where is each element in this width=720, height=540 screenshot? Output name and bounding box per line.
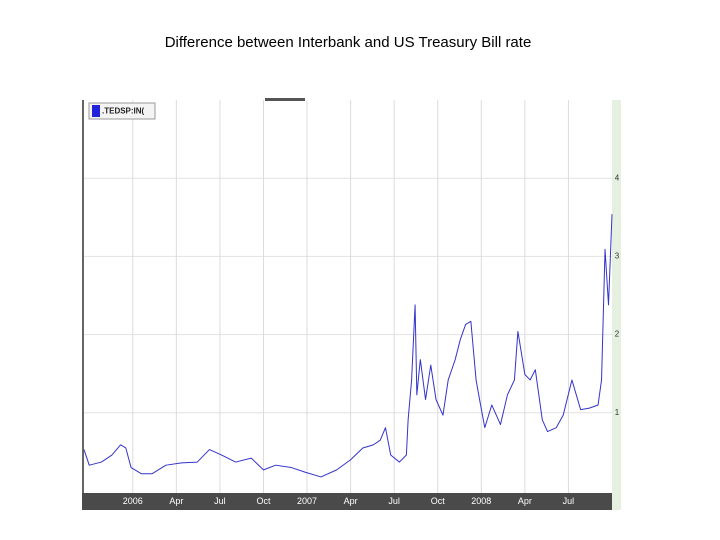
x-tick-label: 2007 <box>297 496 317 506</box>
x-tick-label: 2008 <box>471 496 491 506</box>
legend-swatch <box>92 105 100 117</box>
y-tick-label: 4 <box>615 173 620 182</box>
x-tick-label: Oct <box>256 496 271 506</box>
right-axis-strip <box>612 100 621 510</box>
top-marker <box>265 98 305 101</box>
x-tick-label: Apr <box>169 496 183 506</box>
marks <box>83 214 613 478</box>
x-tick-label: Oct <box>431 496 446 506</box>
x-axis-band <box>82 493 612 510</box>
grid <box>84 100 612 493</box>
x-tick-label: 2006 <box>123 496 143 506</box>
y-tick-label: 2 <box>615 330 620 339</box>
data-line <box>83 214 613 478</box>
plot-background <box>82 100 612 510</box>
legend-box <box>88 102 156 120</box>
x-tick-label: Jul <box>214 496 226 506</box>
x-tick-label: Apr <box>344 496 358 506</box>
chart-title: Difference between Interbank and US Trea… <box>165 34 532 51</box>
legend-label: .TEDSP:IN( <box>102 107 145 116</box>
x-tick-label: Jul <box>388 496 400 506</box>
x-tick-label: Jul <box>563 496 575 506</box>
left-border <box>82 100 84 493</box>
y-tick-label: 1 <box>615 408 620 417</box>
x-tick-label: Apr <box>518 496 532 506</box>
y-tick-label: 3 <box>615 252 620 261</box>
